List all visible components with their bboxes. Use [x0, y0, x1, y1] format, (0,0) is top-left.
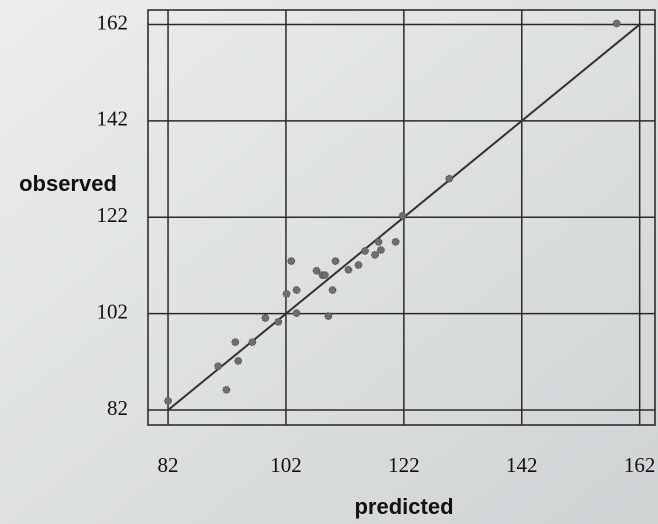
point: [391, 237, 400, 246]
point: [234, 356, 243, 365]
point: [274, 317, 283, 326]
x-axis-label: predicted: [354, 494, 453, 519]
x-tick-label: 82: [158, 453, 179, 477]
point: [376, 246, 385, 254]
point: [231, 338, 240, 346]
point: [398, 211, 407, 220]
y-tick-label: 122: [97, 203, 129, 227]
x-tick-label: 162: [624, 453, 656, 477]
y-axis-label: observed: [19, 171, 117, 196]
x-tick-label: 142: [506, 453, 538, 477]
y-tick-label: 102: [97, 299, 129, 323]
point: [371, 250, 379, 259]
point: [164, 397, 172, 405]
point: [361, 247, 369, 255]
point: [331, 257, 340, 266]
point: [248, 338, 257, 346]
point: [374, 237, 383, 246]
y-tick-label: 142: [97, 107, 129, 131]
y-tick-label: 162: [97, 10, 129, 34]
point: [344, 265, 353, 274]
point: [354, 261, 363, 269]
point: [312, 266, 321, 275]
point: [261, 314, 270, 322]
point: [612, 19, 621, 28]
point: [214, 362, 223, 371]
point: [287, 257, 296, 266]
x-tick-label: 102: [270, 453, 302, 477]
point: [222, 385, 231, 394]
point: [292, 286, 301, 294]
point: [328, 286, 337, 294]
y-tick-label: 82: [107, 396, 128, 420]
x-tick-label: 122: [388, 453, 420, 477]
point: [282, 289, 291, 298]
point: [292, 309, 301, 318]
point: [324, 312, 333, 320]
point: [320, 271, 329, 279]
point: [445, 174, 454, 183]
